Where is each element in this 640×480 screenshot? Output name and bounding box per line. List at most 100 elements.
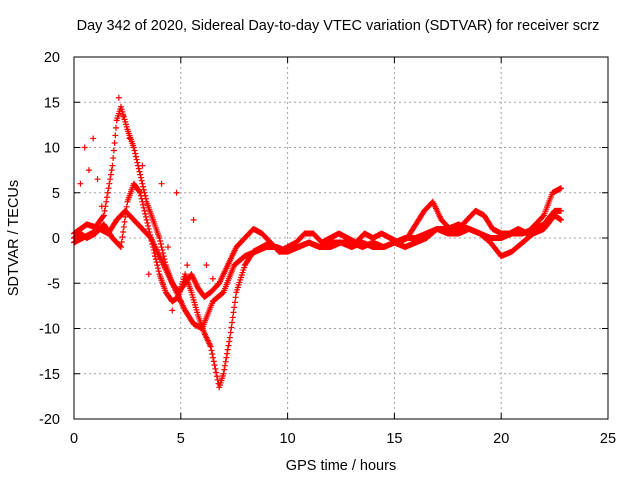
- data-point: [110, 155, 117, 162]
- chart-title: Day 342 of 2020, Sidereal Day-to-day VTE…: [77, 18, 600, 34]
- data-point: [203, 262, 210, 269]
- y-tick-label: 15: [44, 95, 60, 111]
- data-point: [131, 147, 138, 154]
- data-point: [160, 250, 166, 257]
- data-point: [101, 207, 108, 214]
- data-point: [122, 213, 129, 220]
- data-point: [141, 207, 148, 214]
- data-point: [558, 185, 565, 192]
- data-point: [139, 180, 146, 187]
- y-tick-label: -20: [39, 412, 60, 428]
- data-point: [209, 351, 216, 358]
- data-point: [113, 124, 120, 131]
- data-point: [145, 225, 152, 232]
- data-point: [558, 207, 565, 214]
- data-point: [134, 159, 141, 166]
- data-point: [144, 219, 151, 226]
- data-point: [224, 346, 231, 353]
- x-tick-label: 20: [493, 431, 509, 447]
- data-point: [209, 275, 216, 282]
- data-point: [140, 201, 147, 208]
- data-point: [108, 167, 115, 174]
- data-point: [145, 222, 152, 229]
- data-point: [210, 354, 217, 361]
- data-point: [210, 358, 217, 365]
- data-point: [157, 241, 164, 248]
- y-tick-label: 5: [52, 186, 60, 202]
- data-point: [133, 156, 140, 163]
- data-point: [230, 309, 237, 316]
- data-point: [121, 218, 128, 225]
- data-point: [107, 171, 114, 178]
- y-axis-label: SDTVAR / TECUs: [6, 180, 22, 296]
- data-point: [142, 210, 149, 217]
- data-point: [140, 186, 147, 193]
- data-point: [120, 223, 127, 230]
- data-point: [136, 188, 143, 195]
- data-point: [157, 238, 164, 245]
- data-point: [213, 369, 220, 376]
- data-point: [154, 262, 161, 269]
- data-point: [173, 189, 180, 196]
- data-point: [220, 370, 227, 377]
- data-point: [164, 244, 171, 251]
- series-scatter-spikes: [77, 94, 216, 314]
- data-point: [117, 243, 124, 250]
- data-point: [109, 162, 116, 169]
- data-point: [223, 354, 230, 361]
- data-point: [231, 299, 238, 306]
- data-point: [103, 198, 110, 205]
- data-point: [123, 203, 130, 210]
- data-point: [119, 233, 126, 240]
- data-point: [225, 342, 232, 349]
- data-points: [71, 94, 565, 391]
- data-point: [231, 304, 238, 311]
- data-point: [169, 307, 176, 314]
- y-tick-label: 0: [52, 231, 60, 247]
- data-point: [100, 213, 107, 220]
- data-point: [100, 212, 107, 219]
- data-point: [229, 314, 236, 321]
- data-point: [104, 189, 111, 196]
- data-point: [132, 150, 139, 157]
- data-point: [94, 176, 101, 183]
- data-point: [105, 185, 112, 192]
- data-point: [184, 262, 191, 269]
- data-point: [558, 216, 565, 223]
- data-point: [98, 203, 105, 210]
- data-point: [132, 153, 139, 160]
- data-point: [226, 338, 233, 345]
- y-tick-label: 20: [44, 50, 60, 66]
- data-point: [111, 139, 118, 146]
- data-point: [90, 135, 97, 142]
- data-point: [130, 144, 137, 151]
- data-point: [152, 256, 159, 263]
- data-point: [137, 189, 144, 196]
- data-point: [85, 167, 92, 174]
- y-tick-label: -5: [47, 276, 60, 292]
- data-point: [153, 259, 160, 266]
- data-point: [232, 294, 239, 301]
- data-point: [126, 135, 133, 142]
- data-point: [139, 162, 146, 169]
- x-tick-label: 10: [280, 431, 296, 447]
- data-point: [211, 362, 218, 369]
- data-point: [229, 319, 236, 326]
- series-track-c: [71, 207, 565, 332]
- data-point: [208, 347, 215, 354]
- data-point: [112, 132, 119, 139]
- data-point: [213, 373, 220, 380]
- x-tick-label: 5: [177, 431, 185, 447]
- data-point: [137, 174, 144, 181]
- data-point: [77, 180, 84, 187]
- x-tick-label: 15: [386, 431, 402, 447]
- data-point: [221, 366, 228, 373]
- data-point: [228, 324, 235, 331]
- data-point: [158, 244, 165, 251]
- data-point: [155, 265, 162, 272]
- data-point: [104, 194, 111, 201]
- data-point: [156, 235, 163, 241]
- data-point: [138, 177, 145, 184]
- data-point: [222, 358, 229, 365]
